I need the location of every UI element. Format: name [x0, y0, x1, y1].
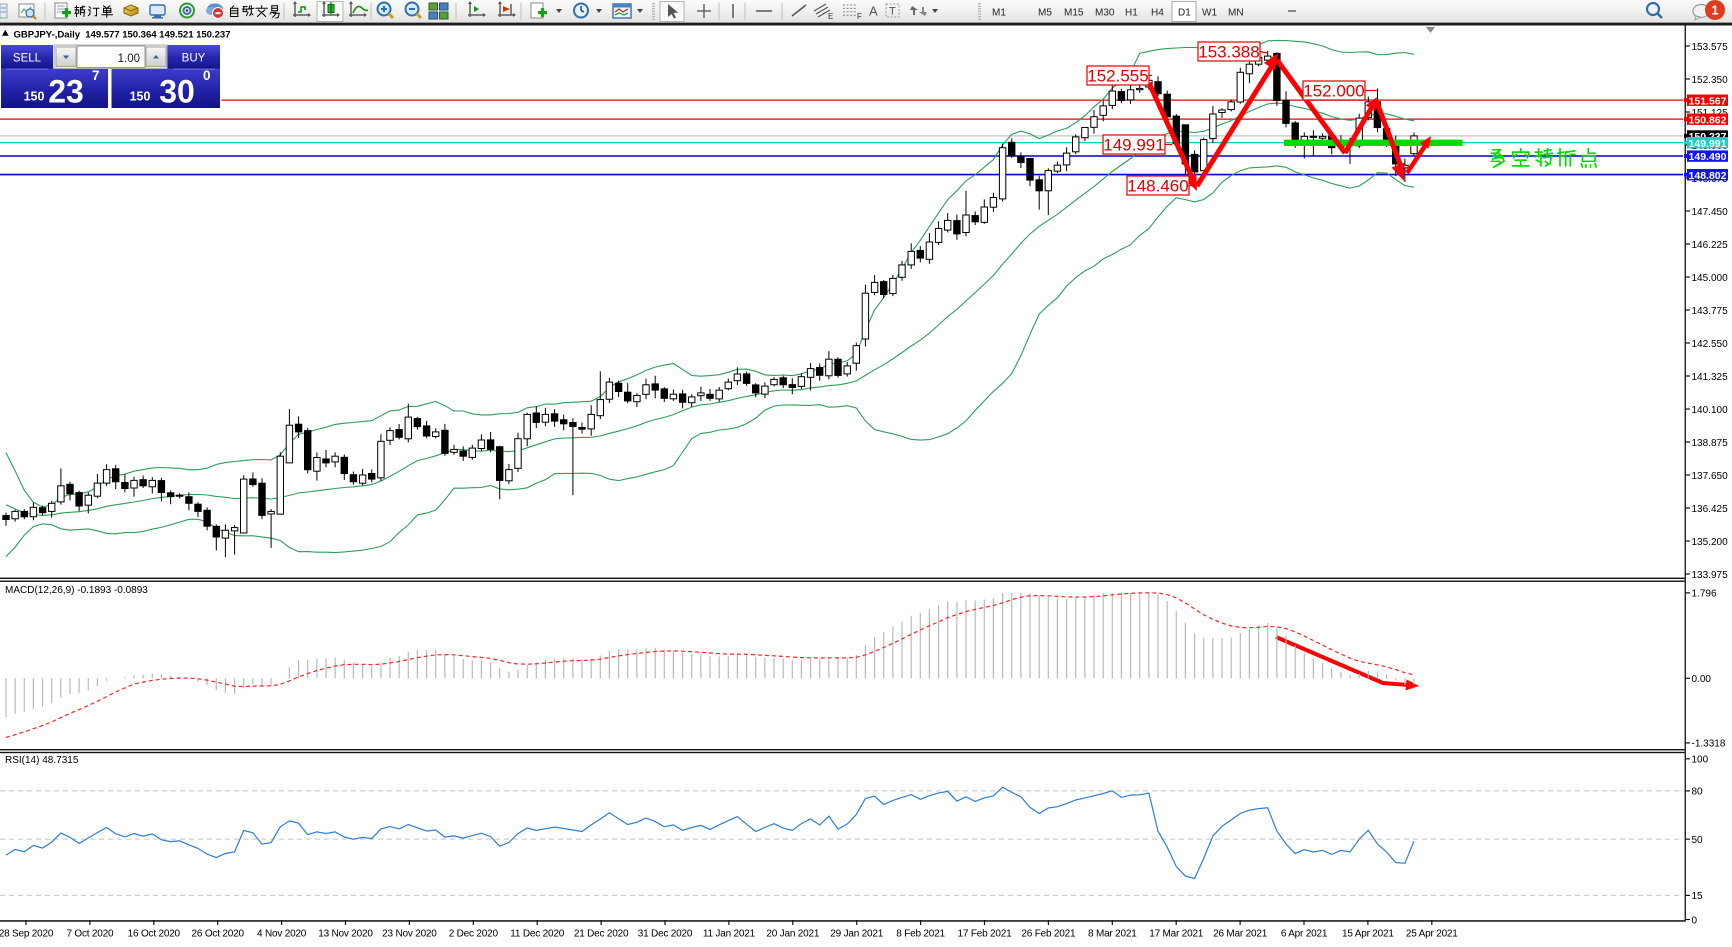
- svg-text:-1.3318: -1.3318: [1692, 739, 1726, 750]
- svg-text:17 Mar 2021: 17 Mar 2021: [1149, 929, 1204, 940]
- svg-text:26 Feb 2021: 26 Feb 2021: [1021, 929, 1076, 940]
- svg-text:11 Jan 2021: 11 Jan 2021: [703, 929, 756, 940]
- svg-text:MN: MN: [1228, 8, 1244, 19]
- svg-text:140.100: 140.100: [1692, 405, 1729, 416]
- svg-text:0.00: 0.00: [1692, 674, 1712, 685]
- svg-text:MACD(12,26,9) -0.1893 -0.0893: MACD(12,26,9) -0.1893 -0.0893: [5, 585, 148, 596]
- svg-text:16 Oct 2020: 16 Oct 2020: [128, 929, 181, 940]
- svg-text:26 Mar 2021: 26 Mar 2021: [1213, 929, 1268, 940]
- svg-text:8 Mar 2021: 8 Mar 2021: [1088, 929, 1137, 940]
- svg-text:149.991: 149.991: [1689, 138, 1727, 150]
- svg-text:A: A: [869, 4, 878, 19]
- svg-text:151.567: 151.567: [1689, 95, 1727, 107]
- svg-text:142.550: 142.550: [1692, 339, 1729, 350]
- svg-text:M1: M1: [992, 8, 1006, 19]
- svg-text:2 Dec 2020: 2 Dec 2020: [449, 929, 499, 940]
- svg-text:T: T: [889, 6, 896, 18]
- svg-text:26 Oct 2020: 26 Oct 2020: [192, 929, 245, 940]
- svg-text:SELL: SELL: [13, 53, 42, 65]
- svg-text:H4: H4: [1151, 8, 1164, 19]
- svg-text:M30: M30: [1095, 8, 1115, 19]
- svg-text:W1: W1: [1202, 8, 1217, 19]
- svg-text:BUY: BUY: [182, 53, 206, 65]
- svg-text:147.450: 147.450: [1692, 207, 1729, 218]
- svg-text:146.225: 146.225: [1692, 240, 1729, 251]
- svg-text:150: 150: [130, 90, 151, 104]
- svg-text:150.862: 150.862: [1689, 114, 1727, 126]
- svg-text:141.325: 141.325: [1692, 372, 1729, 383]
- svg-text:50: 50: [1692, 835, 1704, 846]
- svg-text:17 Feb 2021: 17 Feb 2021: [958, 929, 1013, 940]
- svg-text:1.796: 1.796: [1692, 589, 1717, 600]
- svg-text:153.388: 153.388: [1198, 43, 1259, 62]
- svg-text:149.490: 149.490: [1689, 151, 1727, 163]
- svg-text:30: 30: [159, 74, 195, 110]
- svg-text:28 Sep 2020: 28 Sep 2020: [0, 929, 54, 940]
- svg-text:25 Apr 2021: 25 Apr 2021: [1406, 929, 1458, 940]
- svg-text:6 Apr 2021: 6 Apr 2021: [1281, 929, 1328, 940]
- svg-text:100: 100: [1692, 755, 1709, 766]
- svg-text:M15: M15: [1064, 8, 1084, 19]
- svg-text:RSI(14) 48.7315: RSI(14) 48.7315: [5, 755, 79, 766]
- svg-text:E: E: [828, 12, 833, 21]
- svg-text:F: F: [857, 12, 862, 21]
- svg-text:11 Dec 2020: 11 Dec 2020: [510, 929, 564, 940]
- svg-text:137.650: 137.650: [1692, 471, 1729, 482]
- svg-text:23: 23: [48, 74, 84, 110]
- svg-text:135.200: 135.200: [1692, 537, 1729, 548]
- svg-text:145.000: 145.000: [1692, 273, 1729, 284]
- svg-text:H1: H1: [1125, 8, 1138, 19]
- svg-text:D1: D1: [1178, 8, 1191, 19]
- svg-text:M5: M5: [1038, 8, 1052, 19]
- svg-text:80: 80: [1692, 787, 1704, 798]
- svg-text:133.975: 133.975: [1692, 570, 1729, 581]
- svg-text:31 Dec 2020: 31 Dec 2020: [638, 929, 693, 940]
- svg-text:148.460: 148.460: [1127, 177, 1188, 196]
- svg-text:7: 7: [92, 68, 100, 83]
- svg-text:15 Apr 2021: 15 Apr 2021: [1342, 929, 1394, 940]
- svg-text:153.575: 153.575: [1692, 42, 1729, 53]
- svg-text:GBPJPY-,Daily 149.577 150.364: GBPJPY-,Daily 149.577 150.364 149.521 15…: [14, 30, 231, 41]
- svg-text:138.875: 138.875: [1692, 438, 1729, 449]
- svg-text:143.775: 143.775: [1692, 306, 1729, 317]
- svg-text:150: 150: [24, 90, 45, 104]
- svg-text:136.425: 136.425: [1692, 504, 1729, 515]
- svg-text:13 Nov 2020: 13 Nov 2020: [318, 929, 373, 940]
- svg-text:152.000: 152.000: [1303, 82, 1364, 101]
- svg-text:8 Feb 2021: 8 Feb 2021: [896, 929, 945, 940]
- svg-text:15: 15: [1692, 891, 1704, 902]
- svg-text:20 Jan 2021: 20 Jan 2021: [766, 929, 819, 940]
- svg-text:1.00: 1.00: [118, 53, 140, 65]
- svg-text:4 Nov 2020: 4 Nov 2020: [257, 929, 307, 940]
- svg-text:148.802: 148.802: [1689, 170, 1727, 182]
- svg-text:29 Jan 2021: 29 Jan 2021: [830, 929, 883, 940]
- svg-text:1: 1: [1711, 3, 1718, 18]
- svg-text:0: 0: [203, 68, 211, 83]
- svg-text:23 Nov 2020: 23 Nov 2020: [382, 929, 437, 940]
- svg-text:149.991: 149.991: [1103, 136, 1164, 155]
- svg-text:0: 0: [1692, 915, 1698, 926]
- svg-text:21 Dec 2020: 21 Dec 2020: [574, 929, 629, 940]
- svg-text:152.555: 152.555: [1087, 67, 1148, 86]
- svg-text:7 Oct 2020: 7 Oct 2020: [66, 929, 114, 940]
- svg-text:151.125: 151.125: [1692, 108, 1729, 119]
- svg-text:152.350: 152.350: [1692, 75, 1729, 86]
